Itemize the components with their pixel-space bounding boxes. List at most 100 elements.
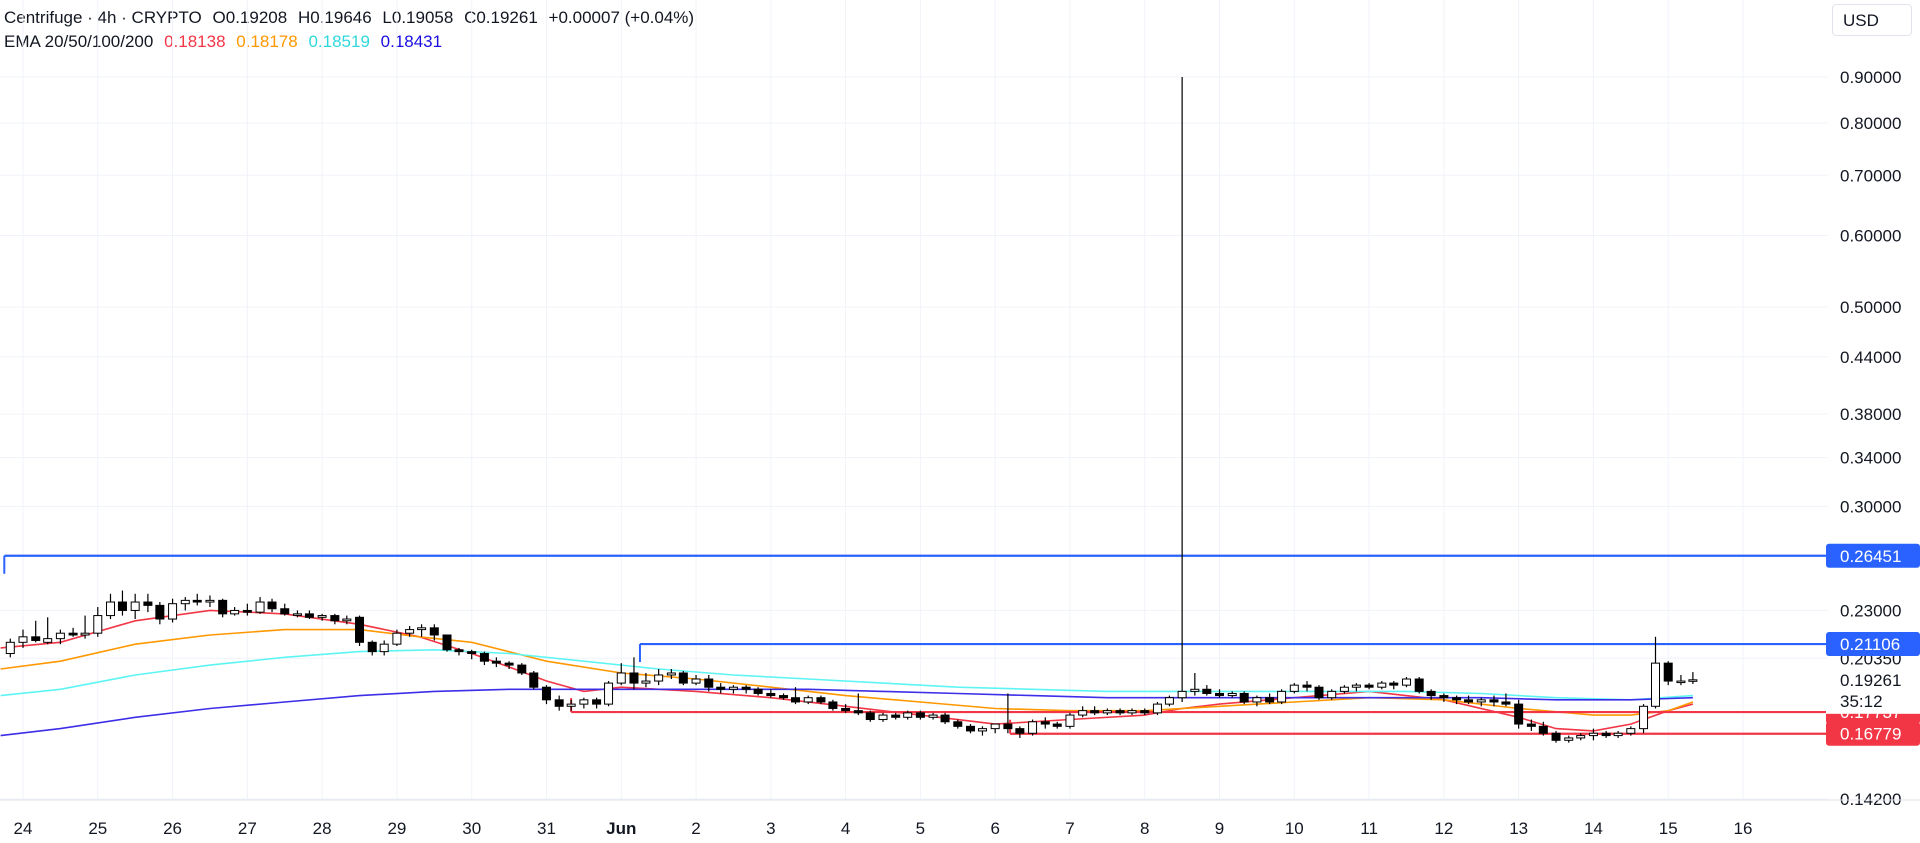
candle xyxy=(417,624,427,637)
candle-body xyxy=(1177,690,1187,699)
candles xyxy=(5,77,1698,743)
candle-body xyxy=(1339,686,1349,692)
candle-body xyxy=(1314,686,1324,699)
candle xyxy=(977,726,987,736)
candle xyxy=(267,598,277,613)
level-price-tag[interactable] xyxy=(1826,632,1920,657)
candle xyxy=(130,593,140,620)
candle-body xyxy=(442,634,452,651)
candle-body xyxy=(666,672,676,676)
candle-body xyxy=(1164,697,1174,705)
x-tick-label: 9 xyxy=(1215,819,1224,838)
candle xyxy=(1489,695,1499,707)
x-tick-label: 13 xyxy=(1509,819,1528,838)
candle-body xyxy=(1115,710,1125,714)
ohlc-low: L0.19058 xyxy=(382,8,454,27)
candle xyxy=(1514,699,1524,729)
candle xyxy=(1239,691,1249,705)
candle-body xyxy=(1526,723,1536,727)
candle-body xyxy=(18,636,28,643)
candle xyxy=(467,649,477,660)
candle-body xyxy=(977,728,987,732)
candle xyxy=(616,663,626,686)
symbol-title[interactable]: Centrifuge · 4h · CRYPTO xyxy=(4,8,202,27)
candle xyxy=(55,629,65,645)
candle-body xyxy=(1613,732,1623,737)
candle xyxy=(1339,685,1349,694)
candle-body xyxy=(1464,699,1474,703)
candle-body xyxy=(1302,684,1312,688)
candle-body xyxy=(1439,695,1449,699)
candle xyxy=(168,598,178,623)
x-tick-label: 30 xyxy=(462,819,481,838)
last-price-tag xyxy=(1826,667,1920,714)
candle-body xyxy=(928,714,938,718)
candle xyxy=(68,627,78,637)
candle-body xyxy=(1476,699,1486,703)
level-price-tag[interactable] xyxy=(1826,543,1920,568)
y-tick-label: 0.70000 xyxy=(1840,166,1901,185)
candle-body xyxy=(1639,705,1649,730)
candle-body xyxy=(753,688,763,694)
candle-body xyxy=(691,678,701,684)
level-price-tag[interactable] xyxy=(1826,721,1920,746)
candle xyxy=(779,693,789,700)
candle xyxy=(93,607,103,637)
currency-selector[interactable]: USD xyxy=(1832,4,1912,36)
candle xyxy=(1364,683,1374,690)
candle xyxy=(666,669,676,680)
candle-body xyxy=(579,699,589,705)
candle-body xyxy=(55,632,65,640)
candle xyxy=(853,693,863,716)
candle-body xyxy=(454,649,464,653)
candle xyxy=(1452,695,1462,705)
candle xyxy=(1651,636,1661,709)
candle xyxy=(1526,719,1536,731)
x-tick-label: 10 xyxy=(1285,819,1304,838)
candle xyxy=(1439,693,1449,702)
level-price-text: 0.21106 xyxy=(1840,635,1900,654)
candle-body xyxy=(429,627,439,636)
candle-body xyxy=(192,599,202,603)
time-axis[interactable]: 24 25 26 27 28 29 30 31 Jun 2 3 4 5 6 7 8 9 10 11 12 13 14 15 1… xyxy=(0,799,1920,838)
candle-body xyxy=(1564,737,1574,741)
candle xyxy=(1090,706,1100,716)
candle xyxy=(1177,77,1187,702)
candle xyxy=(1252,695,1262,707)
candle xyxy=(1663,661,1673,686)
horizontal-levels[interactable] xyxy=(3,554,1828,735)
candle xyxy=(741,685,751,694)
candle xyxy=(1314,685,1324,700)
candle-body xyxy=(803,697,813,703)
candle-body xyxy=(143,601,153,606)
ema-legend[interactable]: EMA 20/50/100/200 0.18138 0.18178 0.1851… xyxy=(4,32,448,52)
candle xyxy=(1227,691,1237,698)
y-tick-label: 0.60000 xyxy=(1840,227,1901,246)
ema-50-line xyxy=(0,628,1694,716)
candle xyxy=(654,669,664,686)
candle xyxy=(1688,672,1698,684)
candle-body xyxy=(1140,710,1150,714)
candle-body xyxy=(155,604,165,620)
candle-body xyxy=(1389,682,1399,686)
candle xyxy=(454,647,464,656)
x-tick-label: 7 xyxy=(1065,819,1074,838)
candle-body xyxy=(1289,684,1299,692)
candle xyxy=(1028,719,1038,736)
candle-body xyxy=(891,714,901,718)
candle xyxy=(367,640,377,656)
candle-body xyxy=(1202,688,1212,694)
candle xyxy=(218,598,228,618)
x-tick-label: 8 xyxy=(1140,819,1149,838)
candle xyxy=(392,629,402,647)
candle xyxy=(579,697,589,709)
candle xyxy=(641,672,651,688)
candle xyxy=(940,712,950,725)
candle-body xyxy=(392,632,402,645)
candle xyxy=(1215,689,1225,698)
candle xyxy=(1676,674,1686,686)
x-tick-label: 29 xyxy=(387,819,406,838)
candle-body xyxy=(218,599,228,615)
price-axis[interactable]: 0.90000 0.80000 0.70000 0.60000 0.50000 0.440… xyxy=(1826,44,1920,809)
